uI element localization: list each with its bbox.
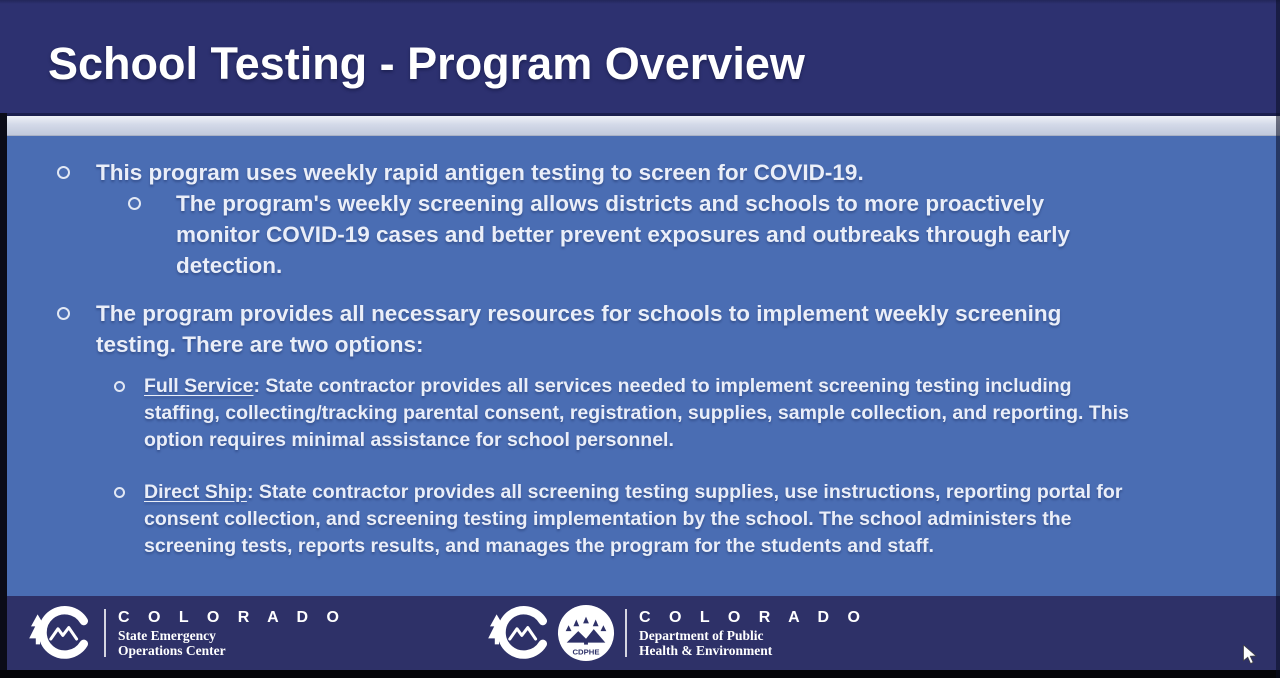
frame-edge-left (0, 113, 7, 678)
org-name: C O L O R A D O (118, 608, 346, 626)
cdphe-seal-icon: CDPHE (557, 604, 615, 662)
org-subline: Department of Public (639, 627, 764, 643)
org-subline: Operations Center (118, 643, 226, 658)
option-name: Direct Ship (144, 481, 247, 503)
org-name: C O L O R A D O (639, 608, 867, 626)
sub-bullet-item: The program's weekly screening allows di… (0, 188, 1280, 281)
bullet-icon (128, 197, 141, 210)
bullet-item: The program provides all necessary resou… (0, 298, 1280, 360)
seal-text: CDPHE (572, 647, 599, 656)
sub-bullet-text: Direct Ship: State contractor provides a… (144, 479, 1144, 560)
sub-bullet-item: Full Service: State contractor provides … (0, 373, 1280, 454)
logo-divider (625, 609, 627, 657)
sub-bullet-text: Full Service: State contractor provides … (144, 373, 1144, 454)
slide-header: School Testing - Program Overview (0, 0, 1280, 113)
slide-footer: C O L O R A D O State Emergency Operatio… (0, 596, 1280, 670)
bullet-item: This program uses weekly rapid antigen t… (0, 157, 1280, 188)
frame-edge-bottom (0, 670, 1280, 678)
slide-body: This program uses weekly rapid antigen t… (0, 136, 1280, 596)
bullet-text: This program uses weekly rapid antigen t… (96, 160, 864, 185)
colorado-c-logo-icon (488, 606, 547, 659)
org-subline: Health & Environment (639, 643, 773, 658)
bullet-icon (57, 166, 70, 179)
option-description: : State contractor provides all screenin… (144, 481, 1123, 557)
bullet-icon (57, 307, 70, 320)
bullet-text: The program provides all necessary resou… (96, 301, 1062, 357)
sub-bullet-text: The program's weekly screening allows di… (176, 191, 1070, 278)
frame-edge-right (1276, 0, 1280, 678)
mouse-cursor-icon (1243, 645, 1257, 664)
seoc-logo-group: C O L O R A D O State Emergency Operatio… (28, 596, 346, 670)
header-divider-line (0, 113, 1280, 116)
option-name: Full Service (144, 375, 254, 397)
accent-band (0, 116, 1280, 136)
cdphe-logo-group: CDPHE C O L O R A D O Department of Publ… (487, 596, 867, 670)
option-description: : State contractor provides all services… (144, 375, 1129, 451)
sub-bullet-item: Direct Ship: State contractor provides a… (0, 479, 1280, 560)
bullet-icon (114, 487, 125, 498)
page-title: School Testing - Program Overview (48, 37, 805, 89)
logo-divider (104, 609, 106, 657)
colorado-c-logo-icon (29, 606, 88, 659)
org-subline: State Emergency (118, 627, 216, 643)
bullet-icon (114, 381, 125, 392)
